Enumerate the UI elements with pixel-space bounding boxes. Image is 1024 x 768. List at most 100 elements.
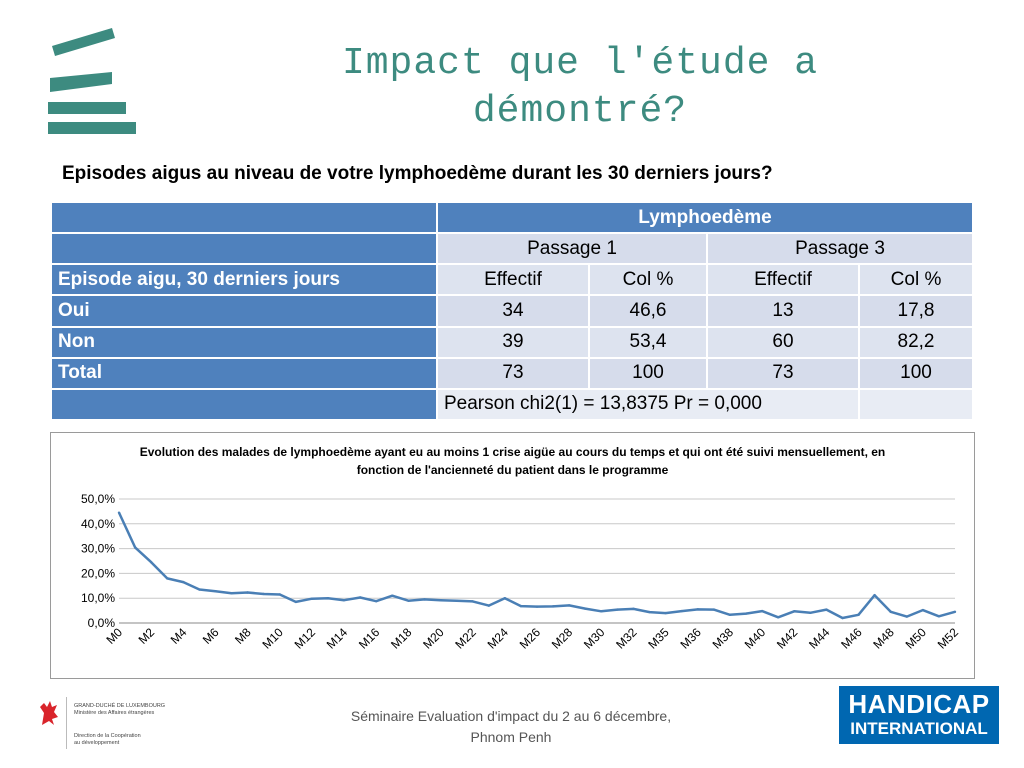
handicap-international-logo: HANDICAP INTERNATIONAL — [839, 686, 999, 744]
x-tick-label: M26 — [517, 625, 544, 652]
data-point — [342, 598, 346, 602]
logo-bar-3 — [48, 102, 126, 114]
data-point — [310, 597, 314, 600]
table-corner-cell — [52, 389, 436, 419]
data-point — [166, 577, 169, 580]
data-point — [632, 607, 635, 611]
data-point — [230, 592, 233, 595]
x-tick-label: M50 — [903, 625, 930, 652]
data-point — [149, 561, 153, 564]
row-header: Episode aigu, 30 derniers jours — [52, 265, 436, 295]
table-cell: 46,6 — [590, 296, 706, 326]
table-cell: 73 — [438, 358, 588, 388]
col-label: Col % — [590, 265, 706, 295]
data-point — [712, 608, 716, 611]
data-point — [680, 609, 683, 613]
col-label: Effectif — [438, 265, 588, 295]
x-tick-label: M16 — [356, 625, 383, 652]
x-tick-label: M30 — [581, 625, 608, 652]
lion-icon — [40, 701, 58, 725]
data-point — [616, 608, 619, 611]
y-tick-label: 50,0% — [81, 492, 115, 506]
chart-title: Evolution des malades de lymphoedème aya… — [51, 443, 974, 479]
x-tick-label: M46 — [838, 625, 865, 652]
x-tick-label: M28 — [549, 625, 576, 652]
gov-line: GRAND-DUCHÉ DE LUXEMBOURG — [74, 703, 166, 709]
data-point — [825, 608, 828, 611]
logo-line: INTERNATIONAL — [850, 719, 988, 738]
data-point — [294, 600, 298, 604]
passage-header: Passage 3 — [708, 234, 972, 264]
logo-bar-2 — [50, 72, 112, 92]
table-cell: 73 — [708, 358, 858, 388]
y-tick-label: 40,0% — [81, 517, 115, 531]
data-point — [793, 610, 796, 613]
passage-header: Passage 1 — [438, 234, 706, 264]
x-tick-label: M36 — [677, 625, 704, 652]
data-point — [471, 600, 474, 603]
x-tick-label: M32 — [613, 625, 640, 652]
table-corner-cell — [52, 203, 436, 233]
table-cell: 34 — [438, 296, 588, 326]
table-cell: 82,2 — [860, 327, 972, 357]
x-tick-label: M4 — [168, 625, 190, 647]
data-point — [182, 580, 185, 584]
data-point — [262, 592, 265, 596]
x-tick-label: M52 — [935, 625, 962, 652]
x-tick-label: M6 — [200, 625, 222, 647]
x-tick-label: M44 — [806, 625, 833, 652]
table-row: Oui 34 46,6 13 17,8 — [52, 296, 972, 326]
data-point — [600, 610, 603, 613]
luxembourg-logo: GRAND-DUCHÉ DE LUXEMBOURG Ministère des … — [38, 695, 188, 755]
x-tick-label: M10 — [259, 625, 286, 652]
data-point — [278, 593, 281, 596]
data-point — [744, 612, 748, 615]
logo-divider — [66, 697, 67, 749]
data-point — [664, 611, 667, 615]
chart-title-line: Evolution des malades de lymphoedème aya… — [139, 445, 886, 459]
chart-plot-area: 0,0%10,0%20,0%30,0%40,0%50,0%M0 M2 M4 M6 M8 M… — [81, 492, 962, 652]
data-point — [133, 546, 137, 549]
line-chart: Evolution des malades de lymphoedème aya… — [50, 432, 975, 679]
data-point — [776, 616, 780, 619]
x-tick-label: M24 — [485, 625, 512, 652]
x-tick-label: M20 — [420, 625, 447, 652]
data-point — [503, 597, 507, 600]
row-label: Oui — [52, 296, 436, 326]
row-label: Non — [52, 327, 436, 357]
data-point — [760, 609, 764, 613]
data-point — [953, 610, 957, 614]
data-point — [809, 611, 812, 615]
data-point — [117, 511, 121, 514]
data-point — [423, 598, 426, 601]
group-header: Lymphoedème — [438, 203, 972, 233]
x-tick-label: M42 — [774, 625, 801, 652]
gov-text-2: Direction de la Coopération au développe… — [74, 733, 141, 747]
table-cell: 53,4 — [590, 327, 706, 357]
data-point — [857, 613, 860, 617]
row-label: Total — [52, 358, 436, 388]
y-tick-label: 10,0% — [81, 591, 115, 605]
data-point — [214, 590, 217, 593]
survey-question: Episodes aigus au niveau de votre lympho… — [62, 163, 773, 184]
crosstab-table: Lymphoedème Passage 1 Passage 3 Episode … — [50, 201, 974, 421]
data-point — [696, 608, 699, 611]
table-cell: 39 — [438, 327, 588, 357]
gov-text: GRAND-DUCHÉ DE LUXEMBOURG Ministère des … — [74, 703, 165, 717]
data-point — [439, 598, 442, 602]
x-tick-label: M38 — [710, 625, 737, 652]
x-tick-label: M8 — [232, 625, 254, 647]
data-point — [487, 604, 490, 607]
col-label: Effectif — [708, 265, 858, 295]
logo-line: HANDICAP — [848, 689, 990, 719]
data-point — [889, 610, 892, 614]
data-point — [455, 599, 458, 602]
table-row: Total 73 100 73 100 — [52, 358, 972, 388]
chart-title-line: fonction de l'ancienneté du patient dans… — [356, 463, 669, 477]
data-point — [326, 597, 330, 600]
y-tick-label: 0,0% — [88, 616, 116, 630]
empty-cell — [860, 389, 972, 419]
slide-title: Impact que l'étude a démontré? — [341, 42, 819, 133]
data-point — [584, 607, 587, 610]
table-cell: 13 — [708, 296, 858, 326]
